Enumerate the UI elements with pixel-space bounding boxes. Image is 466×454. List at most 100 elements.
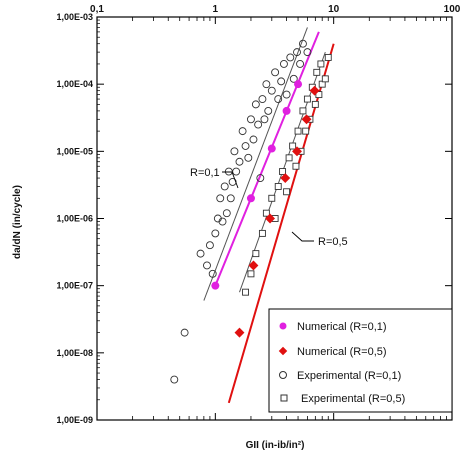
point-experimental-r-0-1 [277, 77, 286, 86]
point-numerical-r-0-1 [211, 281, 220, 290]
legend-entry-numerical-r01: Numerical (R=0,1) [279, 321, 387, 333]
y-tick-label: 1,00E-05 [56, 146, 93, 156]
y-tick-label: 1,00E-09 [56, 415, 93, 425]
point-numerical-r-0-5 [280, 173, 291, 184]
point-experimental-r-0-5 [302, 127, 310, 135]
point-experimental-r-0-1 [241, 142, 250, 150]
point-experimental-r-0-1 [222, 209, 231, 218]
point-numerical-r-0-1 [282, 106, 291, 115]
annotation-r01: R=0,1 [190, 167, 220, 179]
point-experimental-r-0-1 [298, 39, 307, 48]
point-numerical-r-0-1 [267, 144, 276, 153]
point-experimental-r-0-1 [271, 68, 280, 77]
point-numerical-r-0-1 [294, 80, 303, 89]
legend: Numerical (R=0,1) Numerical (R=0,5) Expe… [268, 308, 453, 413]
point-experimental-r-0-1 [230, 147, 239, 156]
point-experimental-r-0-5 [252, 250, 260, 258]
annotation-leader-r01 [222, 171, 239, 189]
point-experimental-r-0-1 [205, 241, 214, 250]
point-experimental-r-0-5 [317, 60, 325, 68]
legend-label-numerical-r01: Numerical (R=0,1) [297, 321, 387, 333]
legend-box [268, 308, 453, 413]
point-experimental-r-0-1 [303, 48, 312, 57]
axis-layer: 0,1 1 10 100 1,00E-09 1,00E-08 1,00E-07 1,00E-0… [56, 4, 460, 425]
x-tick-label: 10 [328, 4, 340, 15]
point-experimental-r-0-1 [254, 120, 263, 129]
y-tick-label: 1,00E-04 [56, 79, 93, 89]
y-tick-label: 1,00E-06 [56, 214, 93, 224]
point-experimental-r-0-1 [220, 182, 229, 191]
point-experimental-r-0-5 [247, 270, 255, 278]
legend-entry-experimental-r01: Experimental (R=0,1) [279, 370, 401, 382]
point-experimental-r-0-5 [262, 209, 270, 217]
point-experimental-r-0-1 [282, 90, 291, 99]
x-tick-label: 0,1 [90, 4, 104, 15]
point-experimental-r-0-1 [170, 375, 179, 384]
legend-marker-numerical-r01 [279, 322, 287, 330]
plot-layer [170, 27, 335, 404]
point-experimental-r-0-5 [299, 107, 307, 115]
point-experimental-r-0-1 [258, 95, 267, 104]
y-tick-label: 1,00E-08 [56, 348, 93, 358]
point-experimental-r-0-1 [216, 194, 225, 203]
point-experimental-r-0-5 [279, 168, 287, 176]
point-experimental-r-0-1 [286, 53, 295, 62]
point-experimental-r-0-1 [264, 106, 273, 115]
point-numerical-r-0-5 [248, 260, 259, 271]
point-experimental-r-0-1 [296, 59, 305, 68]
point-experimental-r-0-1 [289, 74, 298, 83]
point-experimental-r-0-1 [251, 100, 260, 109]
annotation-leader-r05 [291, 231, 314, 242]
point-experimental-r-0-5 [311, 100, 319, 108]
y-tick-label: 1,00E-03 [56, 12, 93, 22]
point-experimental-r-0-1 [274, 95, 283, 104]
point-experimental-r-0-5 [258, 229, 266, 237]
point-numerical-r-0-1 [246, 194, 255, 203]
point-experimental-r-0-5 [303, 95, 311, 103]
point-experimental-r-0-1 [262, 80, 271, 89]
point-experimental-r-0-5 [274, 183, 282, 190]
point-experimental-r-0-1 [211, 229, 220, 238]
legend-label-experimental-r05: Experimental (R=0,5) [301, 393, 405, 405]
point-numerical-r-0-5 [292, 146, 302, 157]
point-experimental-r-0-1 [238, 127, 247, 136]
fit-line-r-0-1 [214, 31, 320, 287]
point-experimental-r-0-1 [247, 115, 255, 124]
x-tick-label: 1 [213, 4, 219, 15]
point-experimental-r-0-5 [283, 188, 291, 196]
point-experimental-r-0-1 [196, 249, 205, 258]
point-experimental-r-0-5 [321, 75, 329, 83]
point-experimental-r-0-5 [292, 162, 300, 170]
point-numerical-r-0-5 [234, 327, 245, 338]
point-experimental-r-0-1 [244, 153, 253, 162]
x-tick-label: 100 [444, 4, 461, 15]
legend-label-numerical-r05: Numerical (R=0,5) [297, 346, 387, 358]
point-experimental-r-0-5 [289, 142, 297, 150]
point-experimental-r-0-1 [203, 261, 211, 270]
point-experimental-r-0-1 [256, 174, 265, 183]
point-experimental-r-0-5 [315, 91, 323, 99]
point-numerical-r-0-5 [265, 213, 276, 224]
legend-marker-numerical-r05 [278, 346, 288, 356]
point-experimental-r-0-1 [218, 217, 227, 226]
x-axis-title: GII (in-ib/in²) [246, 440, 305, 451]
point-experimental-r-0-5 [285, 154, 293, 162]
y-tick-label: 1,00E-07 [56, 281, 93, 291]
point-experimental-r-0-5 [313, 68, 321, 76]
annotation-r05: R=0,5 [318, 236, 348, 248]
point-experimental-r-0-1 [249, 135, 258, 144]
point-experimental-r-0-1 [293, 48, 301, 57]
legend-entry-numerical-r05: Numerical (R=0,5) [278, 346, 387, 358]
legend-marker-experimental-r01 [279, 371, 287, 379]
point-experimental-r-0-1 [260, 115, 269, 124]
legend-label-experimental-r01: Experimental (R=0,1) [297, 370, 401, 382]
point-experimental-r-0-1 [226, 194, 235, 203]
point-experimental-r-0-1 [279, 59, 288, 68]
point-experimental-r-0-1 [180, 328, 189, 337]
legend-marker-experimental-r05 [280, 394, 288, 402]
point-experimental-r-0-1 [232, 167, 241, 176]
point-experimental-r-0-5 [294, 127, 302, 135]
point-experimental-r-0-5 [242, 288, 249, 296]
point-experimental-r-0-1 [208, 269, 217, 278]
